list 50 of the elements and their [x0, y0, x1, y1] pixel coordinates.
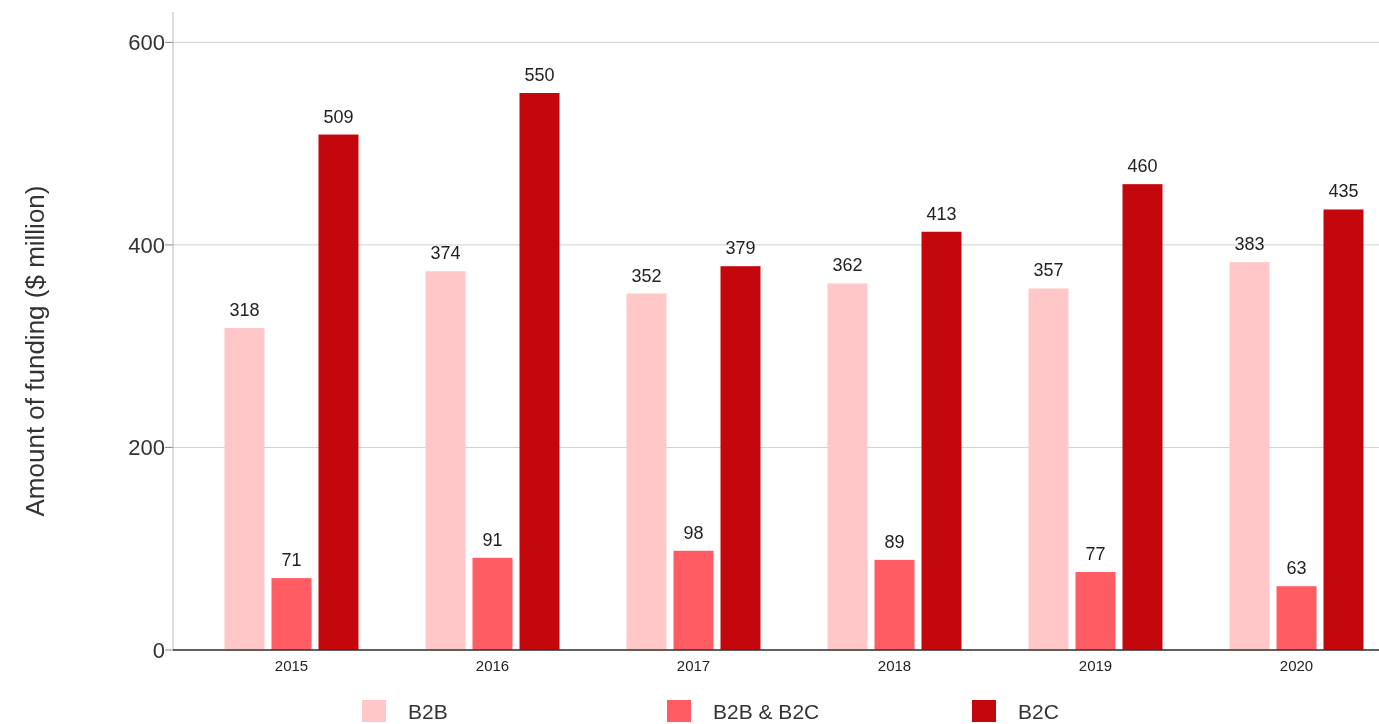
data-label: 318 [229, 299, 260, 320]
y-tick-label: 600 [128, 30, 165, 56]
data-label: 413 [926, 203, 957, 224]
data-label: 98 [683, 522, 704, 543]
legend-label: B2B & B2C [713, 700, 820, 723]
data-label: 89 [884, 531, 905, 552]
bar [318, 134, 359, 650]
data-label: 77 [1085, 544, 1106, 565]
x-tick-label: 2018 [877, 657, 912, 674]
data-label: 91 [482, 529, 503, 550]
bar [1229, 262, 1270, 650]
data-label: 63 [1286, 558, 1307, 579]
bar [827, 283, 868, 650]
data-label: 379 [725, 238, 756, 259]
y-tick-label: 0 [152, 638, 165, 663]
bar [472, 557, 513, 650]
data-label: 374 [430, 243, 461, 264]
bar [1122, 184, 1163, 650]
bar [626, 293, 667, 650]
data-label: 435 [1328, 181, 1359, 202]
x-tick-label: 2017 [676, 657, 711, 674]
bar [519, 93, 560, 650]
x-tick-label: 2019 [1078, 657, 1113, 674]
bar [271, 578, 312, 650]
bar [1028, 288, 1069, 650]
bar [1276, 586, 1317, 650]
legend-label: B2C [1018, 700, 1059, 723]
data-label: 550 [524, 65, 555, 86]
bar [673, 550, 714, 650]
bar [921, 231, 962, 650]
x-tick-label: 2016 [475, 657, 510, 674]
data-label: 509 [323, 106, 354, 127]
data-label: 352 [631, 265, 662, 286]
bar [224, 327, 265, 650]
y-tick-label: 400 [128, 232, 165, 258]
data-label: 71 [281, 550, 302, 571]
x-tick-label: 2020 [1279, 657, 1314, 674]
bar [1075, 572, 1116, 650]
bar [425, 271, 466, 650]
data-label: 362 [832, 255, 863, 276]
x-tick-label: 2015 [274, 657, 309, 674]
y-axis-title: Amount of funding ($ million) [20, 185, 50, 517]
bar [1323, 209, 1364, 650]
y-tick-label: 200 [128, 435, 165, 461]
bar [874, 559, 915, 650]
bar [720, 266, 761, 650]
legend-label: B2B [408, 700, 448, 723]
data-label: 460 [1127, 156, 1158, 177]
data-label: 357 [1033, 260, 1064, 281]
data-label: 383 [1234, 234, 1265, 255]
